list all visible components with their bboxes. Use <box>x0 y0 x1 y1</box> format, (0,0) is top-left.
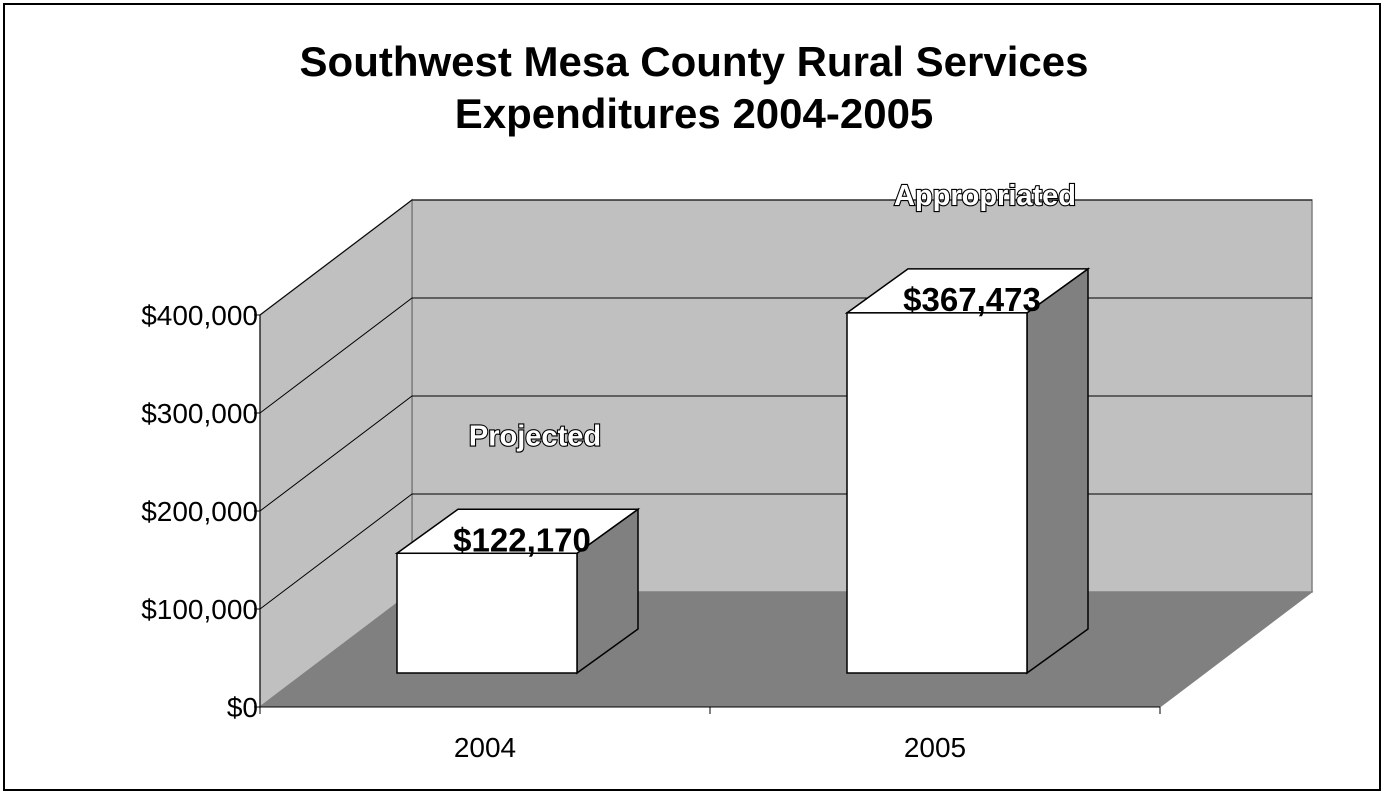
y-tick-label: $100,000 <box>141 594 258 625</box>
bar-side-2005 <box>1026 267 1089 675</box>
chart-title: Southwest Mesa County Rural Services Exp… <box>0 36 1388 140</box>
bar-2004 <box>396 552 578 674</box>
annotation-label: Projected <box>469 420 601 452</box>
y-tick-label: $300,000 <box>141 398 258 429</box>
chart-subtitle: Expenditures 2004-2005 <box>454 90 934 137</box>
value-label: $367,473 <box>903 281 1041 318</box>
y-tick-label: $0 <box>227 692 258 723</box>
x-tick-label: 2005 <box>904 732 966 763</box>
value-label: $122,170 <box>453 521 591 558</box>
chart-title-line1: Southwest Mesa County Rural Services <box>299 38 1089 85</box>
gridline <box>259 199 1312 316</box>
bar-2005 <box>846 312 1028 674</box>
y-tick-label: $400,000 <box>141 300 258 331</box>
annotation-label: Appropriated <box>894 180 1076 212</box>
x-tick-label: 2004 <box>454 732 516 763</box>
y-tick-label: $200,000 <box>141 496 258 527</box>
